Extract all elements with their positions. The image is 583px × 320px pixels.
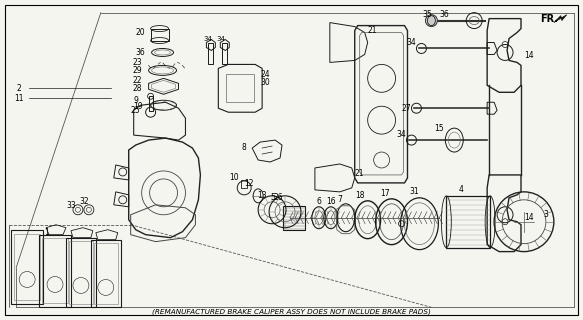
Text: 14: 14 bbox=[524, 51, 534, 60]
Text: 18: 18 bbox=[355, 191, 364, 200]
Bar bbox=[283, 206, 305, 230]
Bar bbox=[226, 74, 254, 102]
Text: 8: 8 bbox=[242, 142, 247, 152]
Text: 27: 27 bbox=[402, 104, 412, 113]
Text: 14: 14 bbox=[524, 213, 534, 222]
Text: 11: 11 bbox=[15, 94, 24, 103]
Text: 12: 12 bbox=[244, 180, 254, 188]
Text: 1: 1 bbox=[45, 228, 50, 237]
Text: 24: 24 bbox=[260, 70, 270, 79]
Polygon shape bbox=[554, 15, 567, 23]
Text: 34: 34 bbox=[217, 36, 226, 42]
Bar bbox=[241, 180, 247, 188]
Text: 26: 26 bbox=[273, 193, 283, 202]
Text: 34: 34 bbox=[406, 38, 416, 47]
Text: 21: 21 bbox=[355, 169, 364, 179]
Text: 6: 6 bbox=[317, 197, 321, 206]
Text: 35: 35 bbox=[423, 10, 432, 19]
Text: 17: 17 bbox=[380, 189, 389, 198]
Text: 28: 28 bbox=[133, 84, 142, 93]
Text: 13: 13 bbox=[257, 191, 267, 200]
Bar bbox=[150, 28, 168, 41]
Text: 7: 7 bbox=[338, 195, 342, 204]
Text: 32: 32 bbox=[79, 197, 89, 206]
Text: FR.: FR. bbox=[540, 14, 558, 24]
Bar bbox=[447, 196, 490, 248]
Text: 23: 23 bbox=[133, 58, 142, 67]
Text: 9: 9 bbox=[134, 96, 138, 105]
Text: 15: 15 bbox=[434, 124, 444, 132]
Text: 20: 20 bbox=[136, 28, 146, 37]
Text: 29: 29 bbox=[133, 66, 142, 75]
Text: 36: 36 bbox=[440, 10, 449, 19]
Text: 33: 33 bbox=[66, 201, 76, 210]
Text: 31: 31 bbox=[410, 188, 419, 196]
Text: (REMANUFACTURED BRAKE CALIPER ASSY DOES NOT INCLUDE BRAKE PADS): (REMANUFACTURED BRAKE CALIPER ASSY DOES … bbox=[152, 308, 431, 315]
Text: 25: 25 bbox=[131, 106, 141, 115]
Text: 34: 34 bbox=[396, 130, 406, 139]
Circle shape bbox=[426, 15, 437, 27]
Text: 34: 34 bbox=[203, 36, 212, 42]
Text: 4: 4 bbox=[459, 185, 463, 194]
Bar bbox=[222, 43, 227, 64]
Text: 36: 36 bbox=[136, 48, 146, 57]
Text: 21: 21 bbox=[368, 26, 377, 35]
Text: 30: 30 bbox=[260, 78, 270, 87]
Text: 3: 3 bbox=[543, 210, 549, 219]
Bar bbox=[208, 43, 213, 64]
Text: 19: 19 bbox=[133, 102, 142, 111]
Text: 22: 22 bbox=[133, 76, 142, 85]
Text: 16: 16 bbox=[326, 197, 336, 206]
Text: 5: 5 bbox=[271, 193, 276, 202]
Text: 2: 2 bbox=[17, 84, 22, 93]
Bar bbox=[149, 96, 153, 111]
Text: 10: 10 bbox=[230, 173, 239, 182]
